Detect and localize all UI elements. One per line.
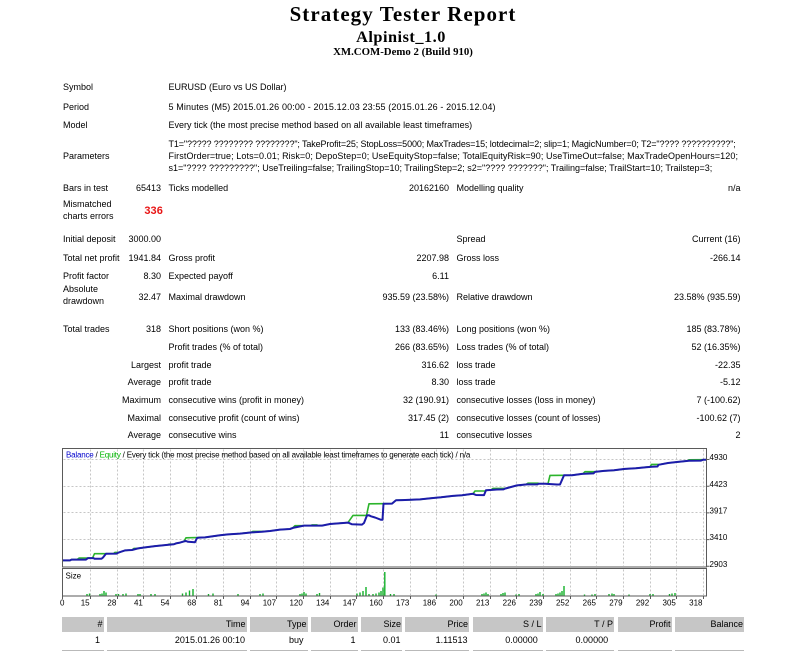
- svg-text:120: 120: [289, 599, 303, 608]
- svg-text:0: 0: [60, 599, 65, 608]
- svg-text:265: 265: [583, 599, 597, 608]
- svg-text:81: 81: [214, 599, 223, 608]
- svg-text:15: 15: [81, 599, 90, 608]
- svg-text:147: 147: [343, 599, 357, 608]
- svg-text:318: 318: [689, 599, 703, 608]
- svg-text:94: 94: [241, 599, 250, 608]
- svg-text:292: 292: [636, 599, 650, 608]
- svg-text:239: 239: [529, 599, 543, 608]
- svg-text:Size: Size: [66, 572, 82, 581]
- svg-text:200: 200: [449, 599, 463, 608]
- svg-text:173: 173: [396, 599, 410, 608]
- svg-text:107: 107: [263, 599, 277, 608]
- svg-text:3917: 3917: [710, 507, 728, 516]
- svg-text:4930: 4930: [710, 453, 728, 462]
- svg-text:2903: 2903: [710, 560, 728, 569]
- svg-text:305: 305: [663, 599, 677, 608]
- svg-text:54: 54: [161, 599, 170, 608]
- svg-text:28: 28: [107, 599, 116, 608]
- svg-text:226: 226: [503, 599, 517, 608]
- svg-text:160: 160: [369, 599, 383, 608]
- svg-text:Balance / Equity / Every tick: Balance / Equity / Every tick (the most …: [66, 451, 471, 460]
- svg-text:4423: 4423: [710, 480, 728, 489]
- svg-text:279: 279: [609, 599, 623, 608]
- svg-text:252: 252: [556, 599, 570, 608]
- svg-text:213: 213: [476, 599, 490, 608]
- svg-text:68: 68: [187, 599, 196, 608]
- svg-text:41: 41: [134, 599, 143, 608]
- svg-text:186: 186: [423, 599, 437, 608]
- svg-text:134: 134: [316, 599, 330, 608]
- svg-text:3410: 3410: [710, 533, 728, 542]
